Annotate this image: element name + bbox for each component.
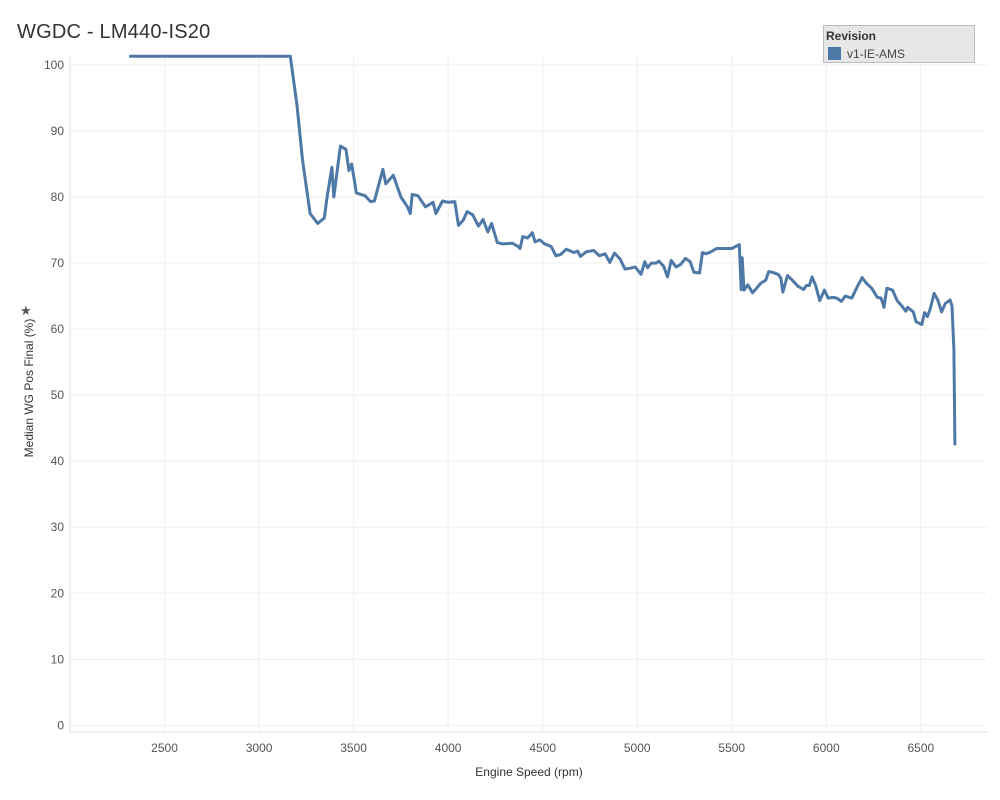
x-axis-label: Engine Speed (rpm)	[475, 765, 583, 779]
x-tick-label: 4500	[529, 741, 556, 755]
tick-labels: 0 10 20 30 40 50 60 70 80 90 100 2500 3000 3500 4000 45…	[44, 58, 935, 755]
pin-icon[interactable]: ★	[20, 303, 32, 318]
y-tick-label: 30	[51, 520, 65, 534]
y-tick-label: 40	[51, 454, 65, 468]
y-tick-label: 20	[51, 586, 65, 600]
x-tick-label: 4000	[435, 741, 462, 755]
legend-swatch[interactable]	[828, 47, 841, 60]
y-tick-label: 0	[57, 718, 64, 732]
series-lines[interactable]	[129, 54, 957, 446]
x-tick-label: 6500	[907, 741, 934, 755]
y-tick-label: 90	[51, 124, 65, 138]
y-tick-label: 50	[51, 388, 65, 402]
legend-entry-label[interactable]: v1-IE-AMS	[847, 47, 906, 61]
y-axis-label: Median WG Pos Final (%)	[22, 318, 36, 458]
x-tick-label: 6000	[813, 741, 840, 755]
x-tick-label: 2500	[151, 741, 178, 755]
y-tick-label: 100	[44, 58, 64, 72]
axes	[69, 55, 987, 733]
legend[interactable]: Revision v1-IE-AMS	[823, 25, 975, 63]
chart-title: WGDC - LM440-IS20	[17, 21, 211, 43]
y-tick-label: 80	[51, 190, 65, 204]
y-tick-label: 70	[51, 256, 65, 270]
y-tick-label: 60	[51, 322, 65, 336]
grid-lines	[70, 55, 987, 732]
x-tick-label: 5000	[624, 741, 651, 755]
y-tick-label: 10	[51, 652, 65, 666]
legend-title: Revision	[826, 29, 877, 43]
x-tick-label: 3500	[340, 741, 367, 755]
x-tick-label: 3000	[246, 741, 273, 755]
series-line-v1-IE-AMS[interactable]	[129, 54, 957, 446]
x-tick-label: 5500	[718, 741, 745, 755]
